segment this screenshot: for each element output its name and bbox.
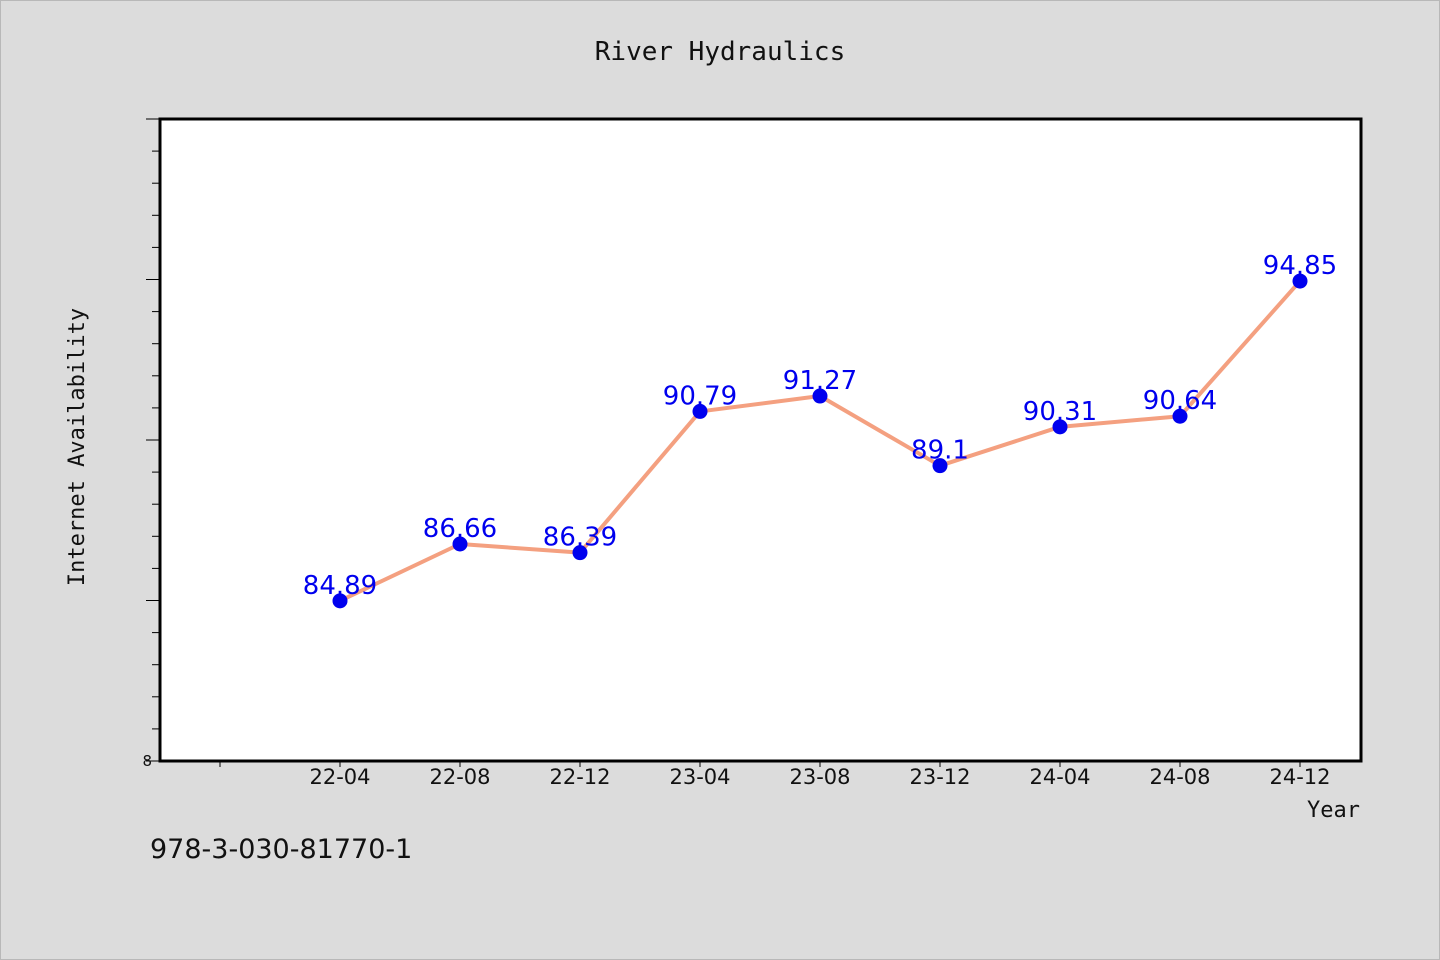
chart-title: River Hydraulics [595, 37, 845, 67]
data-label: 94.85 [1263, 251, 1337, 281]
x-tick-label: 24-04 [1029, 765, 1090, 789]
x-axis-label: Year [1307, 798, 1360, 823]
x-tick-label: 22-04 [309, 765, 370, 789]
data-label: 86.66 [423, 514, 497, 544]
y-axis-label: Internet Availability [65, 308, 90, 586]
y-tick-label: 8 [142, 752, 152, 770]
x-tick-label: 23-04 [669, 765, 730, 789]
x-tick-label: 23-08 [789, 765, 850, 789]
data-point [332, 593, 348, 609]
x-tick-label: 22-08 [429, 765, 490, 789]
x-tick-label: 24-08 [1149, 765, 1210, 789]
data-point [812, 388, 828, 404]
data-label: 90.79 [663, 381, 737, 411]
x-tick-label: 24-12 [1269, 765, 1330, 789]
data-point [932, 458, 948, 474]
data-label: 91.27 [783, 366, 857, 396]
data-point [572, 545, 588, 561]
data-label: 90.31 [1023, 397, 1097, 427]
data-point [452, 536, 468, 552]
data-label: 84.89 [303, 571, 377, 601]
data-label: 86.39 [543, 523, 617, 553]
label-layer: 84.89 86.66 86.39 90.79 91.27 89.1 90.31 90.64 9… [303, 251, 1337, 601]
data-label: 90.64 [1143, 386, 1217, 416]
data-label: 89.1 [911, 436, 969, 466]
data-point [1052, 419, 1068, 435]
data-point [692, 403, 708, 419]
tick-layer: 22-04 22-08 22-12 23-04 23-08 23-12 24-04 24-08… [142, 118, 1331, 789]
plot-area [158, 117, 1363, 763]
x-tick-label: 23-12 [909, 765, 970, 789]
x-tick-label: 22-12 [549, 765, 610, 789]
data-point [1172, 408, 1188, 424]
data-point [1292, 273, 1308, 289]
footnote-isbn: 978-3-030-81770-1 [150, 834, 413, 865]
point-layer [332, 273, 1308, 609]
